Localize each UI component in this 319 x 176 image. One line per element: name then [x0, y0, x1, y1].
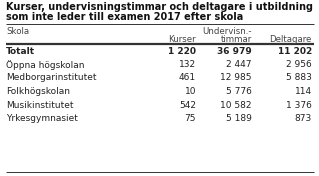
- Text: 10 582: 10 582: [220, 100, 252, 109]
- Text: 11 202: 11 202: [278, 46, 312, 55]
- Text: 461: 461: [179, 74, 196, 83]
- Text: 36 979: 36 979: [217, 46, 252, 55]
- Text: 542: 542: [179, 100, 196, 109]
- Text: Musikinstitutet: Musikinstitutet: [6, 100, 73, 109]
- Text: 75: 75: [184, 114, 196, 123]
- Text: timmar: timmar: [221, 35, 252, 44]
- Text: 2 447: 2 447: [226, 60, 252, 69]
- Text: 10: 10: [184, 87, 196, 96]
- Text: 1 376: 1 376: [286, 100, 312, 109]
- Text: 5 776: 5 776: [226, 87, 252, 96]
- Text: som inte leder till examen 2017 efter skola: som inte leder till examen 2017 efter sk…: [6, 12, 243, 22]
- Text: 2 956: 2 956: [286, 60, 312, 69]
- Text: Undervisn.-: Undervisn.-: [203, 27, 252, 36]
- Text: Yrkesgymnasiet: Yrkesgymnasiet: [6, 114, 78, 123]
- Text: 5 189: 5 189: [226, 114, 252, 123]
- Text: Kurser, undervisningstimmar och deltagare i utbildning: Kurser, undervisningstimmar och deltagar…: [6, 2, 313, 12]
- Text: 873: 873: [295, 114, 312, 123]
- Text: 5 883: 5 883: [286, 74, 312, 83]
- Text: Medborgarinstitutet: Medborgarinstitutet: [6, 74, 97, 83]
- Text: Kurser: Kurser: [168, 35, 196, 44]
- Text: 1 220: 1 220: [168, 46, 196, 55]
- Text: 12 985: 12 985: [220, 74, 252, 83]
- Text: 114: 114: [295, 87, 312, 96]
- Text: Deltagare: Deltagare: [270, 35, 312, 44]
- Text: 132: 132: [179, 60, 196, 69]
- Text: Totalt: Totalt: [6, 46, 35, 55]
- Text: Folkhögskolan: Folkhögskolan: [6, 87, 70, 96]
- Text: Öppna högskolan: Öppna högskolan: [6, 60, 85, 70]
- Text: Skola: Skola: [6, 27, 29, 36]
